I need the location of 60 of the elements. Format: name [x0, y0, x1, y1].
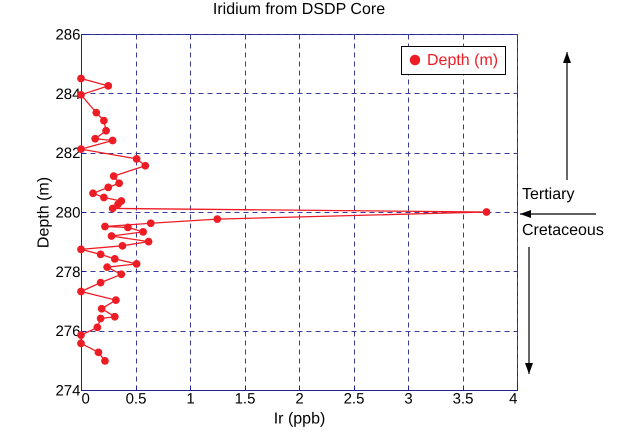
point	[132, 155, 140, 163]
point	[482, 208, 490, 216]
point	[89, 189, 97, 198]
point	[104, 184, 112, 192]
chart-title: Iridium from DSDP Core	[212, 1, 386, 18]
point	[77, 246, 85, 254]
point	[96, 278, 104, 286]
point	[112, 296, 120, 304]
point	[94, 348, 102, 356]
point	[77, 340, 85, 348]
text: Tertiary	[522, 186, 574, 204]
y-axis-title: Depth (m)	[35, 176, 52, 248]
point	[92, 108, 100, 116]
legend-label: Depth (m)	[427, 52, 498, 69]
point	[115, 179, 124, 188]
point	[118, 242, 126, 250]
point	[96, 250, 104, 258]
point	[114, 200, 122, 208]
point	[103, 263, 112, 272]
x-tick-label: 4	[509, 390, 518, 408]
point	[139, 228, 148, 236]
x-tick-label: 2.5	[344, 390, 364, 408]
x-tick-label: 3	[404, 390, 413, 408]
point	[117, 270, 126, 278]
point	[108, 136, 116, 144]
point	[108, 232, 116, 240]
point	[77, 74, 85, 82]
point	[144, 238, 152, 246]
x-tick-label: 0.5	[126, 390, 146, 408]
point	[110, 172, 118, 180]
x-tick-label: 2	[295, 390, 304, 408]
point	[141, 162, 150, 170]
point	[124, 224, 132, 232]
point	[96, 314, 104, 322]
point	[104, 82, 112, 90]
y-tick-label: 274	[55, 382, 80, 400]
point	[93, 324, 102, 332]
text: Cretaceous	[522, 222, 604, 240]
point	[91, 134, 100, 143]
point	[98, 304, 106, 313]
y-tick-label: 278	[55, 264, 80, 281]
y-tick-label: 286	[55, 26, 80, 44]
x-tick-label: 3.5	[452, 390, 474, 408]
point	[100, 194, 108, 202]
point	[110, 312, 119, 321]
point	[108, 204, 116, 212]
point	[100, 116, 108, 124]
point	[146, 219, 155, 228]
point	[213, 215, 222, 223]
x-tick-label: 0	[82, 390, 90, 408]
point	[110, 255, 119, 263]
y-tick-label: 280	[55, 204, 80, 222]
point	[101, 357, 109, 365]
x-tick-label: 1	[186, 390, 195, 408]
point	[102, 126, 110, 135]
x-axis-title: Ir (ppb)	[274, 410, 326, 428]
point	[101, 222, 109, 230]
point	[132, 260, 140, 268]
x-tick-label: 1.5	[234, 390, 256, 408]
point	[77, 288, 85, 296]
